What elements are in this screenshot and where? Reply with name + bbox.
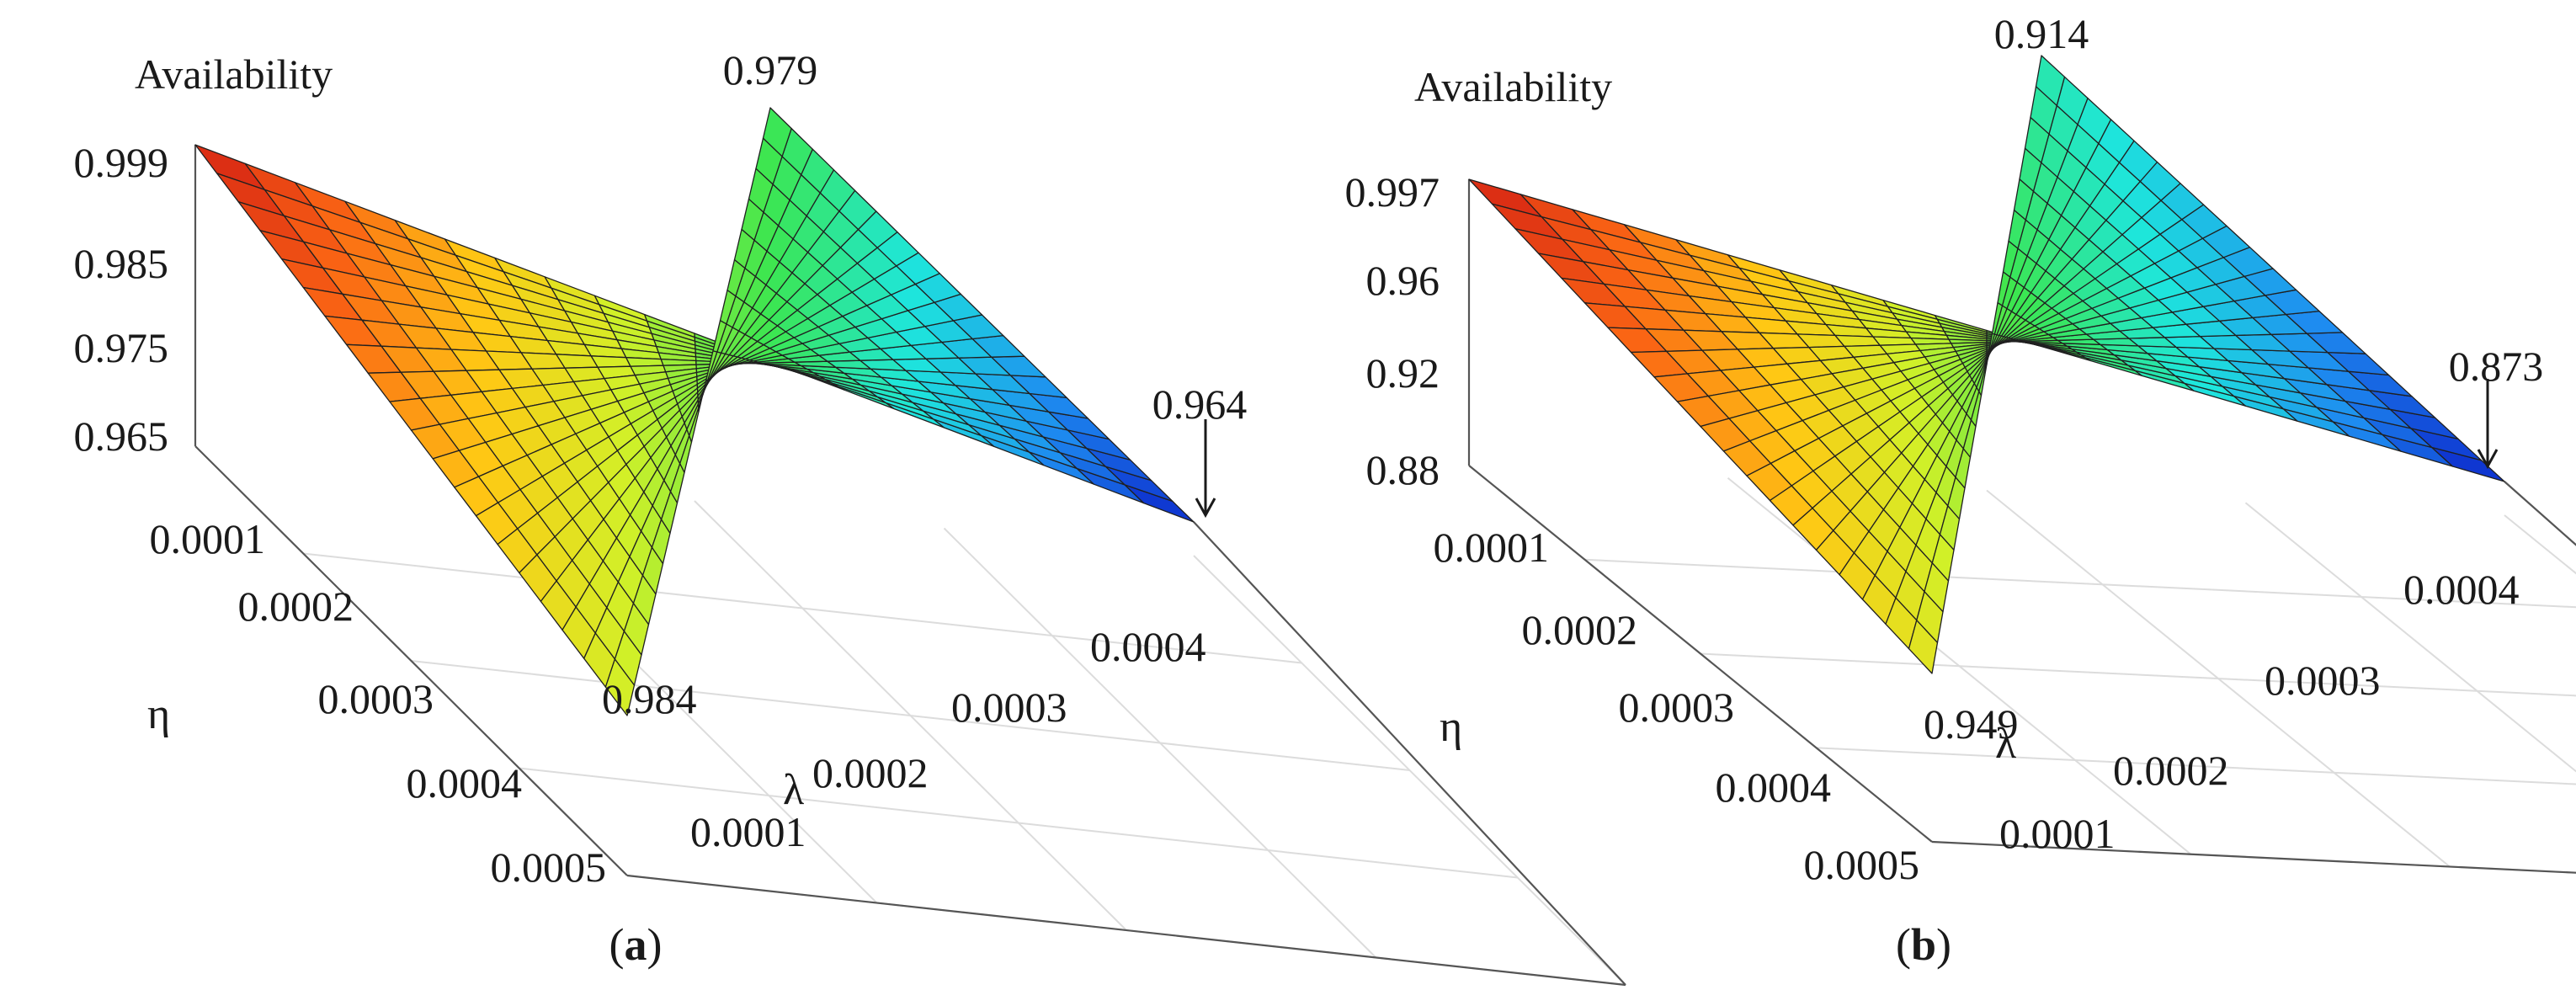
floor-gridline-eta — [411, 660, 1410, 771]
eta-tick-label: 0.0004 — [1716, 764, 1832, 811]
lambda-tick-label: 0.0003 — [2265, 657, 2381, 704]
eta-tick-label: 0.0004 — [407, 759, 523, 806]
corner-value-label: 0.873 — [2449, 343, 2544, 390]
labels: Availability 0.997 0.96 0.92 0.88 0.0001 0.000… — [1345, 10, 2544, 888]
z-tick-label: 0.96 — [1366, 257, 1440, 304]
eta-tick-label: 0.0003 — [318, 675, 434, 722]
lambda-tick-label: 0.0001 — [1999, 810, 2116, 857]
surface-cell — [2035, 55, 2066, 106]
surface-cell — [762, 107, 792, 157]
panel-b: Availability 0.997 0.96 0.92 0.88 0.0001 0.000… — [1345, 10, 2576, 970]
axes — [1467, 179, 2576, 874]
corner-value-label: 0.914 — [1994, 10, 2089, 57]
lambda-tick-label: 0.0002 — [2113, 747, 2229, 794]
eta-tick-label: 0.0005 — [491, 844, 607, 891]
floor-grid — [303, 472, 1626, 986]
corner-value-label: 0.984 — [602, 675, 697, 722]
panel-caption: (a) — [609, 919, 663, 970]
lambda-axis-line — [626, 874, 1626, 987]
surface-cell — [625, 357, 664, 367]
floor-gridline-lambda — [943, 527, 1377, 959]
corner-drop-line — [2504, 481, 2576, 546]
eta-axis-line — [1468, 465, 1933, 843]
lambda-tick-label: 0.0004 — [1090, 623, 1206, 670]
surface-mesh — [194, 107, 1195, 716]
eta-tick-label: 0.0002 — [238, 583, 354, 630]
eta-tick-label: 0.0002 — [1522, 606, 1638, 653]
corner-drop-line — [1193, 521, 1626, 986]
lambda-tick-label: 0.0001 — [690, 808, 806, 855]
eta-tick-label: 0.0005 — [1804, 841, 1920, 888]
lambda-axis-line — [1931, 840, 2576, 874]
z-tick-label: 0.965 — [74, 412, 169, 460]
eta-axis-line — [194, 445, 628, 876]
z-tick-label: 0.975 — [74, 324, 169, 371]
panel-a: Availability0.9990.9850.9750.9650.00010.… — [74, 46, 1626, 987]
floor-gridline-eta — [519, 767, 1518, 879]
floor-gridline-lambda — [1193, 555, 1626, 986]
floor-gridline-eta — [1700, 652, 2576, 697]
eta-tick-label: 0.0003 — [1619, 684, 1735, 731]
min-arrow — [1195, 419, 1216, 519]
z-tick-label: 0.985 — [74, 240, 169, 287]
z-tick-label: 0.88 — [1366, 446, 1440, 493]
z-axis-title: Availability — [135, 51, 333, 98]
z-tick-label: 0.999 — [74, 139, 169, 186]
z-axis-title: Availability — [1414, 63, 1612, 110]
lambda-tick-label: 0.0003 — [951, 684, 1067, 731]
surface-mesh — [1468, 55, 2505, 674]
arrow-head — [1195, 498, 1216, 519]
panel-caption: (b) — [1896, 919, 1951, 970]
floor-gridline-eta — [1816, 747, 2576, 785]
arrow-head — [2477, 449, 2499, 470]
z-tick-label: 0.997 — [1345, 168, 1440, 216]
min-arrow — [2477, 379, 2499, 470]
eta-axis-label: η — [1440, 703, 1462, 751]
lambda-axis-label: λ — [783, 766, 804, 814]
eta-tick-label: 0.0001 — [1434, 524, 1550, 571]
eta-tick-label: 0.0001 — [150, 515, 266, 562]
eta-axis-label: η — [147, 690, 170, 738]
labels: Availability0.9990.9850.9750.9650.00010.… — [74, 46, 1248, 891]
lambda-axis-label: λ — [1995, 720, 2016, 768]
corner-value-label: 0.964 — [1152, 381, 1248, 428]
lambda-tick-label: 0.0004 — [2403, 566, 2520, 613]
lambda-tick-label: 0.0002 — [812, 749, 929, 796]
z-tick-label: 0.92 — [1366, 349, 1440, 397]
surface-cell — [590, 355, 631, 368]
corner-value-label: 0.979 — [723, 46, 818, 93]
corner-value-label: 0.949 — [1924, 700, 2019, 748]
floor-gridline-lambda — [2244, 502, 2576, 773]
axes — [194, 145, 1626, 987]
